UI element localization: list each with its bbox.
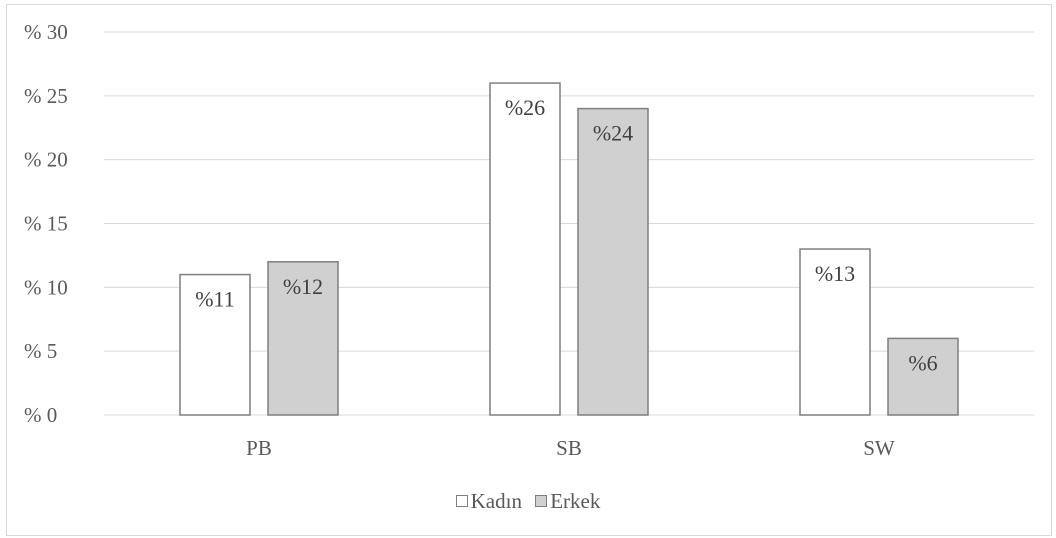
data-label: %13 — [815, 261, 855, 286]
bar — [799, 248, 871, 416]
bar — [267, 261, 339, 416]
bar — [489, 82, 561, 416]
legend-label-kadin: Kadın — [470, 488, 522, 513]
legend-item-erkek: Erkek — [535, 489, 600, 514]
y-tick-label: % 10 — [24, 275, 68, 299]
bar — [179, 273, 251, 416]
data-label: %24 — [593, 121, 633, 146]
legend-swatch-kadin — [455, 495, 468, 507]
data-label: %6 — [908, 350, 937, 375]
x-tick-label: PB — [246, 436, 272, 460]
legend-label-erkek: Erkek — [550, 488, 601, 513]
bar — [577, 107, 649, 416]
y-tick-label: % 20 — [24, 148, 68, 172]
data-label: %26 — [505, 95, 545, 120]
x-tick-label: SB — [556, 436, 582, 460]
y-tick-label: % 30 — [24, 20, 68, 44]
y-tick-label: % 15 — [24, 212, 68, 236]
y-tick-label: % 0 — [24, 403, 57, 427]
legend: Kadın Erkek — [0, 488, 1056, 514]
legend-swatch-erkek — [535, 495, 548, 507]
y-tick-label: % 5 — [24, 339, 57, 363]
x-tick-label: SW — [863, 436, 895, 460]
bar — [887, 337, 959, 416]
y-tick-label: % 25 — [24, 84, 68, 108]
data-label: %11 — [195, 287, 235, 312]
legend-item-kadin: Kadın — [455, 488, 522, 514]
data-label: %12 — [283, 274, 323, 299]
